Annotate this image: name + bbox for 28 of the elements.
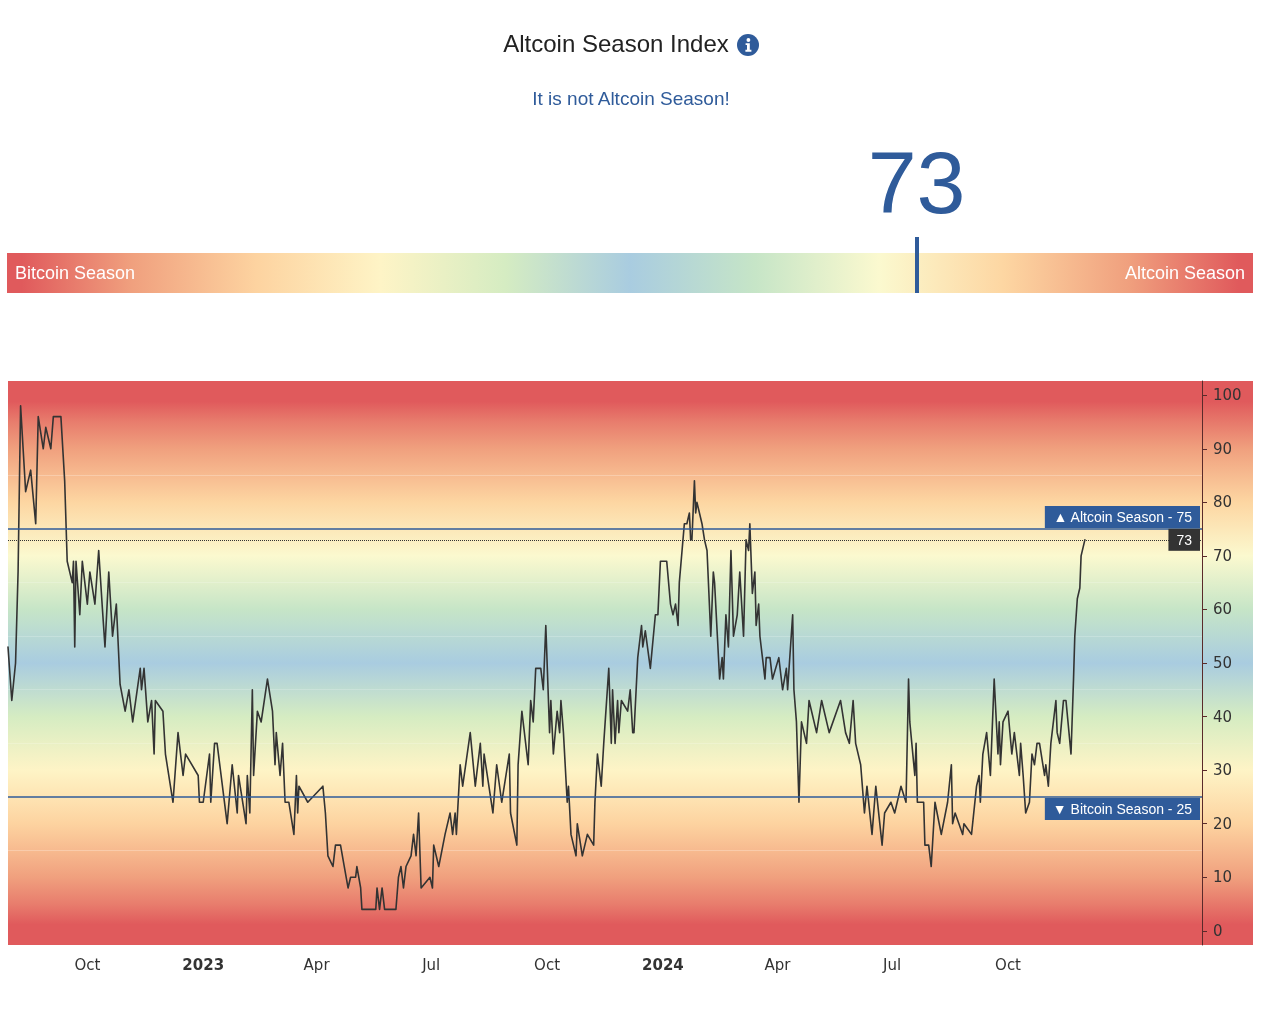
x-tick-label: Apr [764,955,792,974]
text: Altcoin Season [1124,262,1245,284]
ref-line-label: ▼ Bitcoin Season - 25 [1052,800,1193,817]
y-tick-label: 60 [1213,600,1233,619]
y-tick-label: 50 [1213,654,1233,672]
y-tick-label: 30 [1213,761,1233,780]
data-label: 73 [867,133,966,232]
y-tick-label: 100 [1213,386,1242,405]
x-tick-label: Jul [882,955,902,974]
text: Altcoin Season Index [503,30,729,57]
ref-line-label: ▲ Altcoin Season - 75 [1053,509,1193,526]
x-tick-label: 2023 [182,955,225,974]
y-tick-label: 40 [1213,707,1233,726]
text: It is not Altcoin Season! [532,88,730,109]
y-tick-label: 20 [1213,814,1233,833]
ref-line-label: 73 [1176,531,1193,548]
y-tick-label: 0 [1213,921,1223,940]
x-tick-label: Oct [995,955,1022,974]
y-tick-label: 70 [1213,546,1233,565]
y-tick-label: 80 [1213,493,1233,512]
x-tick-label: Oct [534,955,561,974]
x-tick-label: Oct [74,955,101,974]
y-tick-label: 90 [1213,439,1233,458]
x-tick-label: Apr [303,955,331,974]
text: Bitcoin Season [15,262,136,284]
x-tick-label: 2024 [642,955,684,974]
x-tick-label: Jul [421,955,441,974]
y-tick-label: 10 [1213,868,1233,887]
